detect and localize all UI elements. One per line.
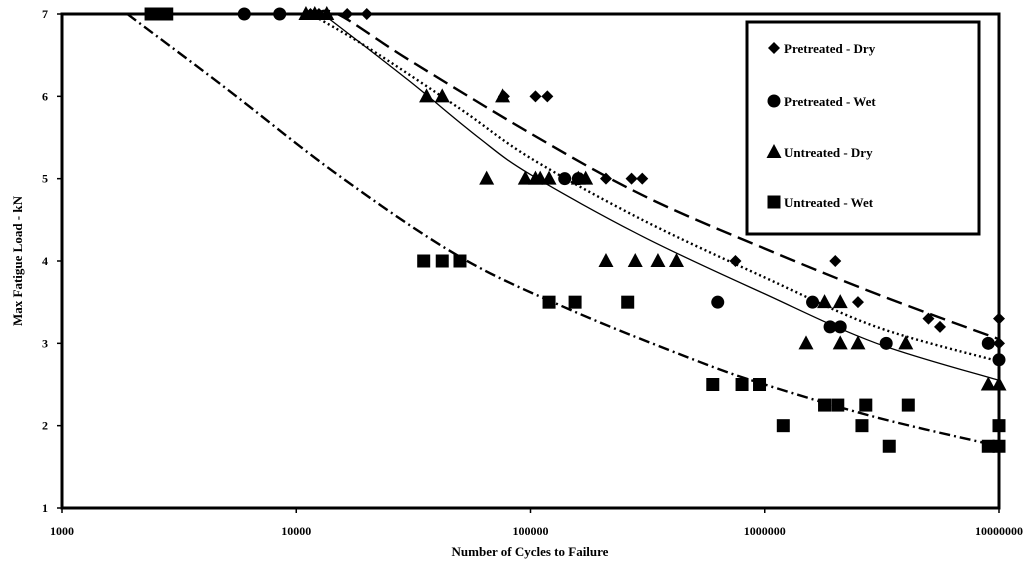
trendline-1 — [314, 9, 1000, 341]
triangle-point — [517, 170, 533, 185]
diamond-point — [922, 312, 935, 325]
circle-point — [833, 320, 847, 334]
diamond-point — [851, 296, 864, 309]
square-point — [831, 398, 845, 412]
square-point — [818, 398, 832, 412]
triangle-point — [495, 88, 511, 103]
legend-triangle-icon — [766, 144, 782, 158]
circle-point — [806, 295, 820, 309]
y-tick-label: 2 — [42, 419, 48, 433]
triangle-point — [817, 294, 833, 309]
x-tick-label: 10000 — [281, 524, 311, 538]
x-tick-label: 1000 — [50, 524, 74, 538]
square-point — [706, 378, 720, 391]
legend-label-pretreated-wet: Pretreated - Wet — [784, 94, 876, 109]
square-point — [453, 254, 467, 268]
legend-box — [745, 20, 981, 236]
diamond-point — [636, 172, 649, 185]
circle-point — [558, 172, 572, 186]
legend-markers — [766, 42, 782, 209]
trendline-3 — [322, 13, 1000, 382]
triangle-point — [541, 170, 557, 185]
triangle-point — [798, 335, 814, 350]
y-tick-label: 1 — [42, 501, 48, 515]
y-tick-label: 7 — [42, 7, 48, 21]
x-tick-label: 100000 — [513, 524, 549, 538]
y-tick-label: 6 — [42, 89, 48, 103]
triangle-point — [578, 170, 594, 185]
square-point — [776, 419, 790, 433]
square-point — [855, 419, 869, 433]
circle-point — [879, 336, 893, 350]
triangle-point — [650, 253, 666, 267]
square-point — [542, 295, 556, 309]
square-point — [981, 439, 995, 453]
triangle-point — [668, 253, 684, 267]
diamond-point — [829, 255, 842, 267]
axis-ticks: 1000 10000 100000 1000000 10000000 1 2 3 4 5 6 7 — [42, 7, 1023, 538]
legend: Pretreated - Dry Pretreated - Wet Untrea… — [745, 20, 981, 236]
y-axis-title: Max Fatigue Load - kN — [10, 195, 25, 326]
square-point — [417, 254, 431, 268]
triangle-point — [419, 88, 435, 103]
square-point — [753, 378, 767, 391]
triangle-point — [434, 88, 450, 103]
triangle-point — [598, 253, 614, 267]
diamond-point — [934, 320, 947, 333]
square-point — [901, 398, 915, 412]
triangle-point — [832, 335, 848, 350]
square-point — [435, 254, 449, 268]
square-point — [568, 295, 582, 309]
square-point — [882, 439, 896, 453]
legend-circle-icon — [767, 94, 781, 108]
diamond-point — [529, 90, 542, 103]
triangle-point — [980, 376, 996, 391]
diamond-point — [625, 172, 638, 185]
legend-square-icon — [767, 195, 781, 209]
x-tick-label: 1000000 — [744, 524, 786, 538]
triangle-point — [479, 170, 495, 185]
legend-diamond-icon — [768, 42, 780, 54]
diamond-point — [541, 90, 554, 103]
circle-point — [823, 320, 837, 334]
circle-point — [711, 295, 725, 309]
triangle-point — [898, 335, 914, 350]
y-tick-label: 5 — [42, 172, 48, 186]
x-tick-label: 10000000 — [975, 524, 1023, 538]
triangle-point — [832, 294, 848, 309]
x-axis-title: Number of Cycles to Failure — [452, 544, 609, 559]
legend-label-untreated-wet: Untreated - Wet — [784, 195, 874, 210]
triangle-point — [850, 335, 866, 350]
square-point — [859, 398, 873, 412]
trendline-2 — [309, 12, 1000, 363]
legend-label-untreated-dry: Untreated - Dry — [784, 145, 873, 160]
triangle-point — [627, 253, 643, 267]
square-point — [621, 295, 635, 309]
diamond-point — [729, 255, 742, 267]
legend-label-pretreated-dry: Pretreated - Dry — [784, 41, 876, 56]
y-tick-label: 3 — [42, 336, 48, 350]
y-tick-label: 4 — [42, 254, 48, 268]
circle-point — [981, 336, 995, 350]
diamond-point — [599, 172, 612, 185]
square-point — [735, 378, 749, 391]
